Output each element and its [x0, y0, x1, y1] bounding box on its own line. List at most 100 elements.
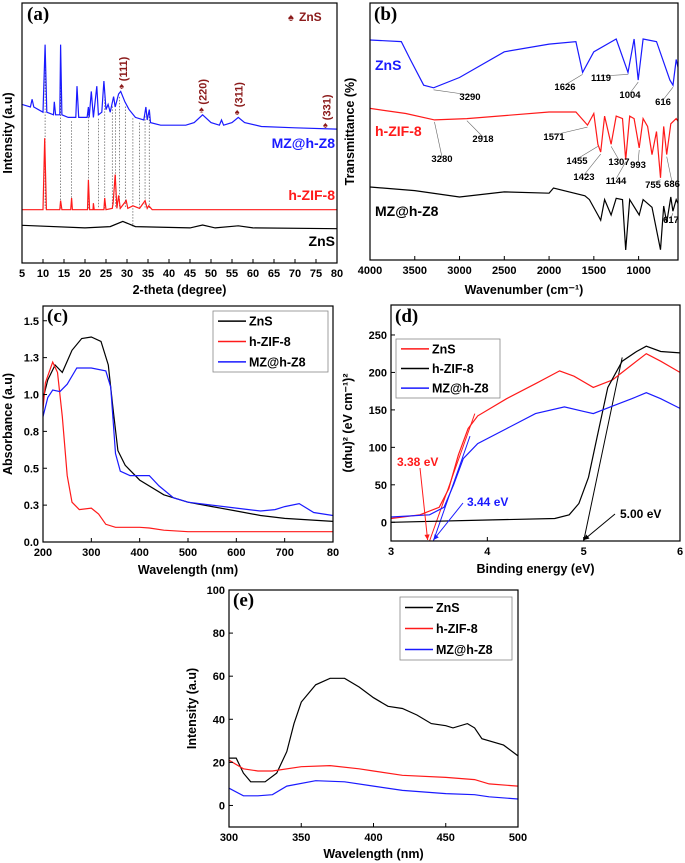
x-tick-label: 350: [292, 832, 310, 844]
bandgap-label: 3.44 eV: [467, 495, 508, 509]
y-tick-label: 100: [369, 442, 387, 454]
x-tick-label: 60: [247, 268, 259, 280]
arrowhead-icon: [433, 534, 439, 540]
annotation-leader: [466, 120, 484, 138]
legend-label: MZ@h-Z8: [249, 355, 306, 369]
series-line-mz-h-z8: [229, 780, 518, 800]
legend-label: ZnS: [436, 601, 460, 615]
series-line-mz-h-z8: [391, 392, 680, 518]
series-label: MZ@h-Z8: [272, 135, 336, 151]
series-line-mz-h-z8: [22, 44, 337, 130]
panel-c: 200 300 400 500 600 700 80 0.0 0.3 0.5 0.8 1.0 1.3 1.…: [1, 305, 339, 577]
zns-marker-icon: ♠: [235, 107, 240, 117]
x-tick-label: 20: [79, 268, 91, 280]
y-axis-title: Transmittance (%): [343, 78, 357, 186]
series-line-h-zif-8: [229, 759, 518, 787]
y-tick-label: 250: [369, 330, 387, 342]
x-tick-label: 15: [58, 268, 70, 280]
x-tick-label: 5: [581, 546, 587, 558]
annotation-leader: [553, 126, 588, 136]
panel-d: 3 4 5 6 0 50 100 150 200 250 Binding energy (eV) (α…: [341, 304, 683, 576]
tangent-line: [583, 357, 623, 541]
peak-label: 617: [663, 215, 679, 226]
panel-label: (c): [47, 306, 68, 327]
x-tick-label: 70: [289, 268, 301, 280]
y-tick-label: 0: [381, 517, 387, 529]
series-line-h-zif-8: [370, 107, 678, 178]
series-line-zns: [43, 336, 333, 522]
x-axis-title: Wavelength (nm): [138, 563, 238, 577]
annotation-leader: [434, 121, 443, 158]
x-tick-label: 3500: [403, 265, 427, 277]
x-tick-label: 65: [268, 268, 280, 280]
annotation-leader: [610, 146, 620, 161]
legend-label: h-ZIF-8: [249, 335, 291, 349]
x-tick-label: 80: [327, 547, 339, 559]
hkl-label: (331): [322, 94, 334, 120]
y-axis-title: Intensity (a.u): [1, 92, 15, 173]
annotation-leader: [615, 161, 626, 180]
hkl-label: (220): [198, 79, 210, 105]
peak-label: 1626: [554, 82, 575, 93]
legend-label: ZnS: [249, 315, 273, 329]
bandgap-label: 5.00 eV: [620, 507, 661, 521]
panel-label: (a): [27, 4, 49, 25]
x-axis-title: 2-theta (degree): [133, 283, 227, 297]
x-tick-label: 4: [484, 546, 491, 558]
annotation-leader: [670, 213, 674, 219]
x-axis-title: Wavenumber (cm⁻¹): [465, 283, 584, 297]
series-line-zns: [229, 677, 518, 783]
panel-label: (e): [233, 590, 254, 611]
bandgap-arrow: [432, 502, 464, 541]
x-tick-label: 55: [226, 268, 238, 280]
annotation-leader: [564, 74, 583, 86]
zns-marker-icon: ♠: [288, 12, 294, 24]
plot-frame: [369, 2, 679, 261]
series-line-h-zif-8: [43, 360, 333, 533]
y-tick-label: 150: [369, 405, 387, 417]
annotation-leader: [637, 149, 640, 164]
annotation-leader: [662, 87, 674, 101]
bandgap-arrow: [419, 467, 429, 541]
hkl-label: (311): [233, 82, 245, 107]
legend-label: ZnS: [432, 342, 456, 356]
y-tick-label: 0.8: [24, 426, 39, 438]
arrowhead-icon: [424, 534, 430, 540]
x-tick-label: 450: [437, 832, 455, 844]
plot-frame: [21, 2, 338, 264]
peak-label: 2918: [472, 134, 493, 145]
zns-marker-icon: ♠: [199, 105, 204, 115]
x-axis-title: Wavelength (nm): [323, 847, 423, 861]
series-line-zns: [22, 220, 337, 230]
y-axis-title: Absorbance (a.u): [1, 373, 15, 475]
y-tick-label: 100: [207, 585, 225, 597]
panel-a: 5 10 15 20 25 30 35 40 45 50 55 60 65 70 75 80 2-theta (…: [1, 2, 343, 297]
legend-label: h-ZIF-8: [436, 622, 478, 636]
series-label: h-ZIF-8: [288, 187, 335, 203]
peak-label: 1307: [608, 157, 629, 168]
legend: ZnS h-ZIF-8 MZ@h-Z8: [399, 596, 513, 661]
legend-label: h-ZIF-8: [432, 362, 474, 376]
marker-legend-label: ZnS: [299, 10, 322, 24]
y-tick-label: 1.5: [24, 316, 39, 328]
peak-label: 755: [645, 180, 662, 191]
series-line-mz-h-z8: [43, 367, 333, 517]
y-tick-label: 60: [213, 671, 225, 683]
zns-marker-icon: ♠: [119, 81, 124, 91]
series-line-zns: [370, 38, 678, 89]
x-tick-label: 600: [227, 547, 245, 559]
y-tick-label: 50: [375, 480, 387, 492]
peak-label: 1144: [606, 176, 627, 187]
annotation-leader: [583, 153, 601, 176]
legend-label: MZ@h-Z8: [432, 382, 489, 396]
annotation-leader: [666, 156, 673, 183]
series-line-h-zif-8: [22, 138, 337, 211]
x-tick-label: 35: [142, 268, 154, 280]
x-tick-label: 25: [100, 268, 112, 280]
annotation-leader: [629, 81, 639, 94]
x-tick-label: 5: [19, 268, 25, 280]
peak-label: 1004: [619, 90, 641, 101]
y-tick-label: 20: [213, 757, 225, 769]
x-tick-label: 30: [121, 268, 133, 280]
x-tick-label: 400: [130, 547, 148, 559]
